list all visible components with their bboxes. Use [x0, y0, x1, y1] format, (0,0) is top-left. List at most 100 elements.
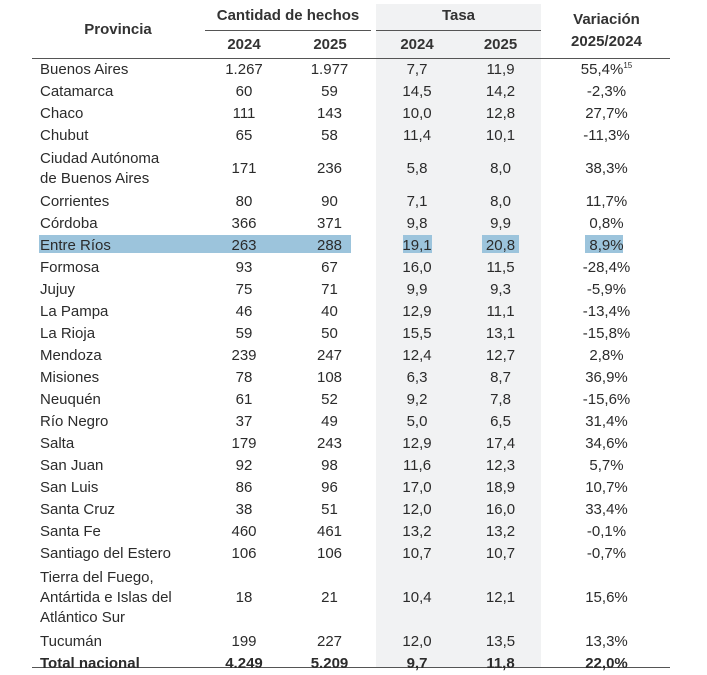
cantidad-header: Cantidad de hechos [216, 7, 360, 24]
provincia-header: Provincia [84, 21, 152, 38]
variacion-value: -0,7% [586, 545, 627, 562]
cantidad-2024: 93 [235, 259, 253, 276]
table-row: Corrientes 80 90 7,1 8,0 11,7% [32, 191, 670, 213]
tasa-2025: 18,9 [485, 479, 516, 496]
tasa-2025: 13,1 [485, 325, 516, 342]
province-name-line: Tierra del Fuego, [40, 569, 154, 586]
table-row: La Pampa 46 40 12,9 11,1 -13,4% [32, 301, 670, 323]
tasa-2025: 10,1 [485, 127, 516, 144]
province-name: Neuquén [40, 391, 101, 408]
variacion-value: 31,4% [585, 413, 628, 430]
variacion-value: 5,7% [589, 457, 624, 474]
table-row: Mendoza 239 247 12,4 12,7 2,8% [32, 345, 670, 367]
cantidad-2024: 78 [235, 369, 253, 386]
table-row: Río Negro 37 49 5,0 6,5 31,4% [32, 411, 670, 433]
header-bottom-rule [32, 58, 670, 59]
cantidad-2024: 366 [231, 215, 257, 232]
tasa-2025: 8,7 [490, 369, 511, 386]
cantidad-2024: 460 [231, 523, 257, 540]
tasa-2025: 11,1 [486, 303, 515, 320]
variacion: -0,7% [543, 543, 670, 565]
tasa-2025: 8,0 [490, 193, 511, 210]
variacion: 55,4%15 [543, 59, 670, 81]
table-row: Chubut 65 58 11,4 10,1 -11,3% [32, 125, 670, 147]
province-name: Santiago del Estero [40, 545, 171, 562]
table-row: Entre Ríos 263 288 19,1 20,8 8,9% [32, 235, 670, 257]
variacion: 38,3% [543, 147, 670, 191]
tasa-2025: 12,8 [485, 105, 516, 122]
tasa-column-shading [376, 4, 541, 667]
table-row: Santa Fe 460 461 13,2 13,2 -0,1% [32, 521, 670, 543]
cantidad-2025: 108 [316, 369, 343, 386]
variacion-header-line2: 2025/2024 [571, 33, 642, 50]
table-row: Catamarca 60 59 14,5 14,2 -2,3% [32, 81, 670, 103]
table-row: Tucumán 199 227 12,0 13,5 13,3% [32, 631, 670, 653]
cantidad-2024: 75 [235, 281, 253, 298]
cantidad-2025: 371 [316, 215, 343, 232]
variacion-value: -0,1% [586, 523, 627, 540]
province-name: Ciudad Autónoma de Buenos Aires [32, 147, 205, 191]
cantidad-2025: 50 [321, 325, 338, 342]
variacion: -11,3% [543, 125, 670, 147]
variacion: 33,4% [543, 499, 670, 521]
variacion-value: 27,7% [585, 105, 628, 122]
cantidad-2025: 51 [321, 501, 338, 518]
variacion-value: 36,9% [585, 369, 628, 386]
table-row: Santa Cruz 38 51 12,0 16,0 33,4% [32, 499, 670, 521]
cantidad-2024: 46 [235, 303, 253, 320]
cantidad-2025: 247 [316, 347, 343, 364]
table-row: Jujuy 75 71 9,9 9,3 -5,9% [32, 279, 670, 301]
cantidad-2024: 179 [231, 435, 257, 452]
cantidad-2024: 37 [235, 413, 253, 430]
tasa-2024: 10,4 [402, 589, 432, 606]
cantidad-2024: 111 [232, 105, 256, 122]
variacion: 27,7% [543, 103, 670, 125]
cantidad-underline [205, 30, 371, 31]
province-name: Salta [40, 435, 75, 452]
provinces-table-body: Buenos Aires 1.267 1.977 7,7 11,9 55,4%15 Cata… [32, 59, 670, 675]
cantidad-2025: 236 [316, 160, 343, 177]
cantidad-2024: 239 [231, 347, 257, 364]
tasa-2025: 17,4 [485, 435, 516, 452]
tasa-2024: 11,6 [402, 457, 432, 474]
cantidad-2024: 263 [231, 237, 257, 254]
tasa-year-2025: 2025 [483, 36, 518, 53]
province-name-line: Antártida e Islas del [40, 589, 172, 606]
cantidad-2024: 38 [235, 501, 253, 518]
cantidad-2024: 61 [235, 391, 253, 408]
table-row: Buenos Aires 1.267 1.977 7,7 11,9 55,4%15 [32, 59, 670, 81]
tasa-2024: 17,0 [402, 479, 432, 496]
tasa-2024: 15,5 [402, 325, 432, 342]
cantidad-2025: 58 [321, 127, 338, 144]
province-name: Tierra del Fuego, Antártida e Islas del At… [32, 565, 205, 631]
footnote-marker: 15 [623, 61, 633, 70]
tasa-2024: 10,0 [402, 105, 432, 122]
variacion-value: -5,9% [586, 281, 627, 298]
province-name: Santa Cruz [40, 501, 116, 518]
cantidad-2024: 18 [235, 589, 253, 606]
cantidad-2025: 71 [321, 281, 338, 298]
total-label: Total nacional [40, 655, 140, 672]
cantidad-2025: 96 [321, 479, 338, 496]
cantidad-2025: 106 [316, 545, 343, 562]
province-name: Misiones [40, 369, 100, 386]
variacion-value: 15,6% [585, 589, 628, 606]
province-name: Buenos Aires [40, 61, 129, 78]
variacion: -0,1% [543, 521, 670, 543]
tasa-2024: 12,0 [402, 633, 432, 650]
cantidad-2025: 52 [321, 391, 338, 408]
variacion: 8,9% [543, 235, 670, 257]
province-name-line: Atlántico Sur [40, 609, 126, 626]
tasa-2025: 11,5 [486, 259, 515, 276]
cantidad-2025: 98 [321, 457, 338, 474]
variacion: -28,4% [543, 257, 670, 279]
tasa-2024: 9,8 [406, 215, 428, 232]
variacion-header-line1: Variación [573, 11, 640, 28]
province-name: Tucumán [40, 633, 102, 650]
tasa-2024: 12,9 [402, 303, 432, 320]
cantidad-2024: 80 [235, 193, 253, 210]
province-name: Chubut [40, 127, 89, 144]
table-row: Misiones 78 108 6,3 8,7 36,9% [32, 367, 670, 389]
tasa-2024: 5,8 [406, 160, 428, 177]
tasa-2025: 12,3 [485, 457, 516, 474]
